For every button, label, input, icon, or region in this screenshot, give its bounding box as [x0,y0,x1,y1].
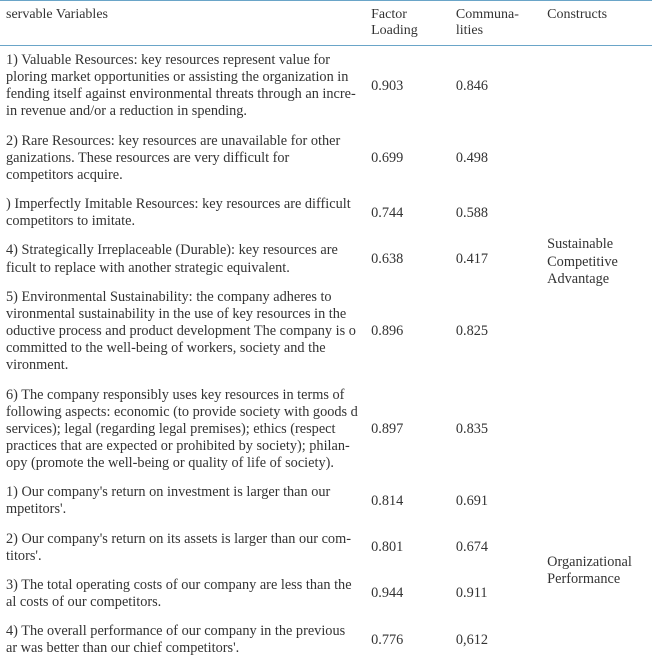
cell-communality: 0.825 [450,283,541,381]
cell-variable: 1) Valuable Resources: key resources rep… [0,46,365,127]
cell-loading: 0.903 [365,46,450,127]
cell-communality: 0,612 [450,617,541,663]
cell-loading: 0.896 [365,283,450,381]
cell-communality: 0.835 [450,381,541,479]
cell-variable: 1) Our company's return on investment is… [0,478,365,524]
cell-variable: 2) Our company's return on its assets is… [0,525,365,571]
cell-variable: 4) Strategically Irreplaceable (Durable)… [0,236,365,282]
table-header-row: servable Variables Factor Loading Commun… [0,1,652,46]
col-header-variables: servable Variables [0,1,365,46]
cell-communality: 0.846 [450,46,541,127]
cell-communality: 0.691 [450,478,541,524]
cell-communality: 0.911 [450,571,541,617]
cell-communality: 0.588 [450,190,541,236]
cell-communality: 0.417 [450,236,541,282]
cell-loading: 0.801 [365,525,450,571]
cell-variable: 5) Environmental Sustainability: the com… [0,283,365,381]
cell-loading: 0.699 [365,127,450,190]
cell-loading: 0.944 [365,571,450,617]
cell-variable: 4) The overall performance of our compan… [0,617,365,663]
cell-variable: 3) The total operating costs of our comp… [0,571,365,617]
cell-loading: 0.814 [365,478,450,524]
cell-variable: ) Imperfectly Imitable Resources: key re… [0,190,365,236]
factor-loading-table: servable Variables Factor Loading Commun… [0,0,652,664]
construct-cell-group2: Organizational Performance [541,478,652,663]
col-header-constructs: Constructs [541,1,652,46]
cell-loading: 0.897 [365,381,450,479]
cell-loading: 0.638 [365,236,450,282]
table-row: 1) Valuable Resources: key resources rep… [0,46,652,127]
construct-cell-group1: Sustainable Competitive Advantage [541,46,652,479]
cell-variable: 2) Rare Resources: key resources are una… [0,127,365,190]
col-header-loading: Factor Loading [365,1,450,46]
cell-loading: 0.776 [365,617,450,663]
cell-variable: 6) The company responsibly uses key reso… [0,381,365,479]
cell-loading: 0.744 [365,190,450,236]
cell-communality: 0.498 [450,127,541,190]
col-header-communalities: Communa-lities [450,1,541,46]
cell-communality: 0.674 [450,525,541,571]
table-row: 1) Our company's return on investment is… [0,478,652,524]
